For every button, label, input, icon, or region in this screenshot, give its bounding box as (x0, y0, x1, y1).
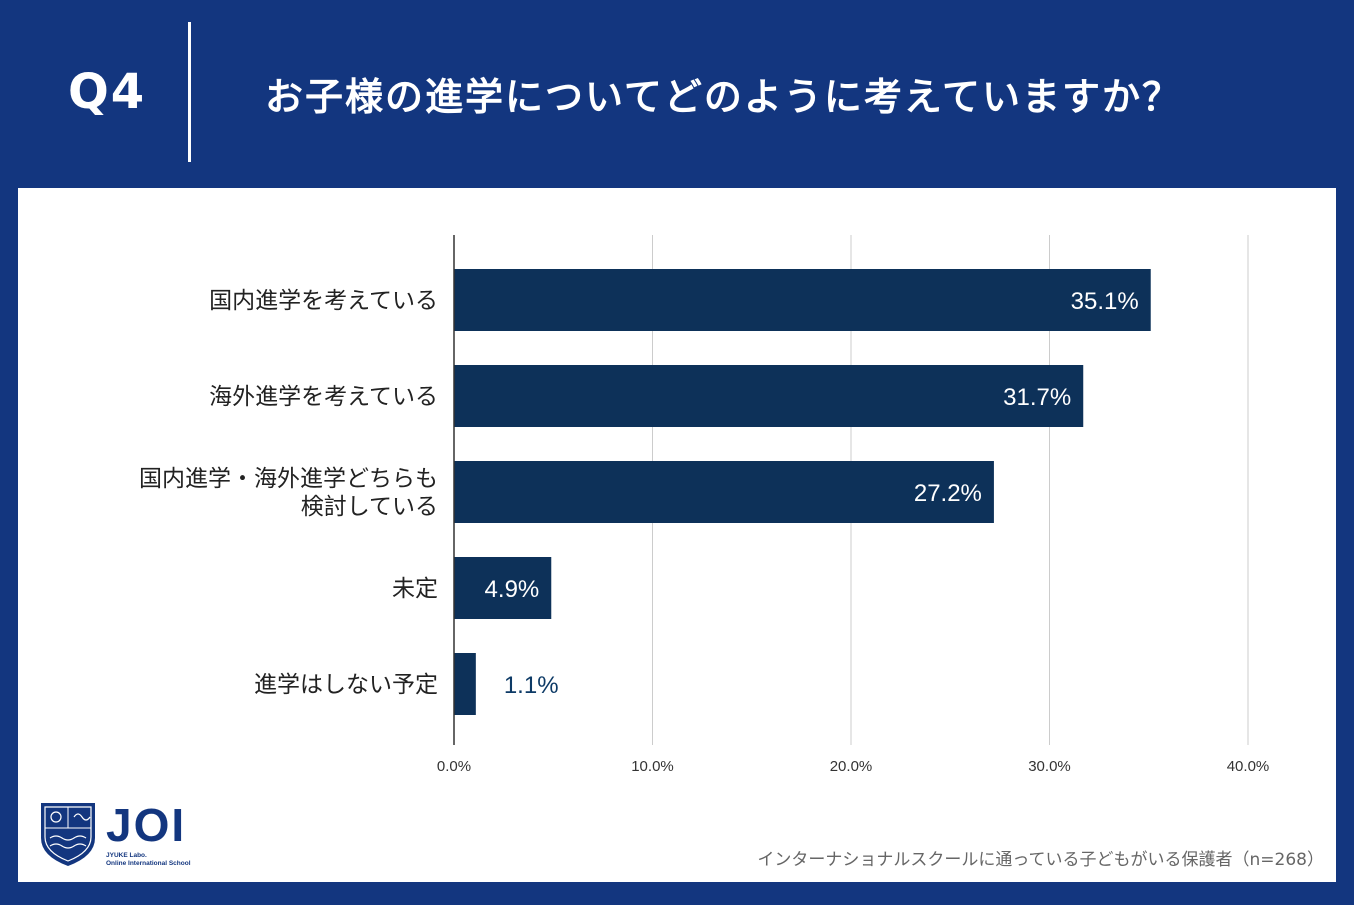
bars: 35.1% 31.7% 27.2% 4.9% 1.1% (454, 269, 1151, 715)
joi-logo (41, 803, 95, 866)
bar (454, 269, 1151, 331)
bar (454, 653, 476, 715)
footnote: インターナショナルスクールに通っている子どもがいる保護者（n=268） (757, 850, 1324, 870)
x-axis-ticks: 0.0% 10.0% 20.0% 30.0% 40.0% (437, 758, 1269, 775)
data-label: 4.9% (485, 576, 540, 603)
shield-icon (41, 803, 95, 866)
header-divider (188, 22, 191, 162)
x-tick-label: 0.0% (437, 758, 471, 775)
question-number: Q4 (68, 64, 147, 120)
bar (454, 461, 994, 523)
x-tick-label: 40.0% (1227, 758, 1270, 775)
category-label: 検討している (301, 494, 438, 520)
category-label: 国内進学を考えている (209, 288, 438, 314)
category-label: 国内進学・海外進学どちらも (139, 466, 438, 492)
bar (454, 557, 552, 619)
page-title: お子様の進学についてどのように考えていますか？ (265, 75, 1182, 119)
logo-subtitle-line2: Online International School (106, 860, 191, 867)
data-label: 35.1% (1071, 288, 1139, 315)
x-tick-label: 30.0% (1028, 758, 1071, 775)
data-label: 1.1% (504, 672, 559, 699)
category-label: 未定 (392, 576, 438, 602)
category-labels: 国内進学を考えている海外進学を考えている国内進学・海外進学どちらも検討している未… (139, 288, 438, 698)
data-label: 27.2% (914, 480, 982, 507)
x-tick-label: 10.0% (631, 758, 674, 775)
x-tick-label: 20.0% (830, 758, 873, 775)
bar (454, 365, 1084, 427)
logo-wordmark: JOI (106, 799, 187, 851)
header: Q4 お子様の進学についてどのように考えていますか？ (0, 0, 1354, 188)
logo-subtitle: JYUKE Labo. Online International School (106, 852, 191, 868)
category-label: 海外進学を考えている (209, 384, 438, 410)
logo-subtitle-line1: JYUKE Labo. (106, 852, 147, 859)
category-label: 進学はしない予定 (254, 672, 438, 698)
data-label: 31.7% (1003, 384, 1071, 411)
